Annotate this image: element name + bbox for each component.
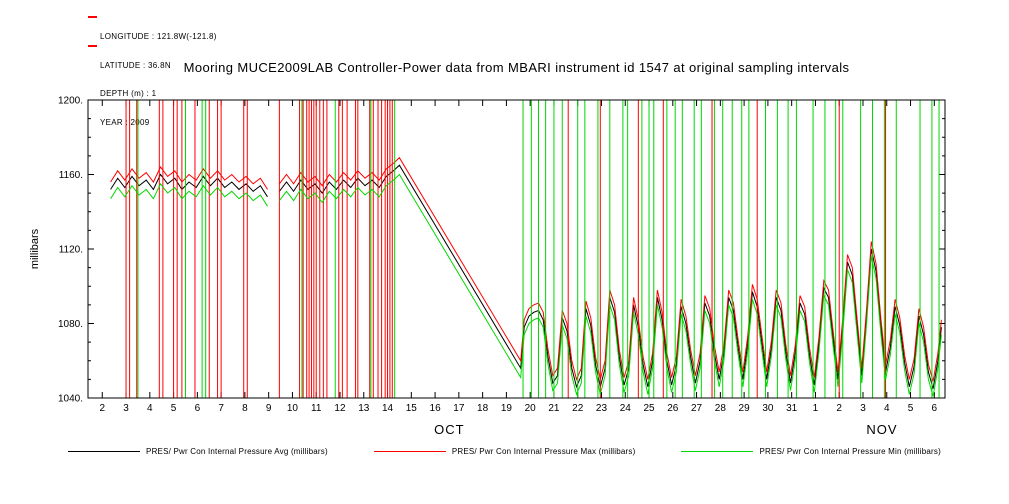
svg-text:3: 3 bbox=[123, 403, 129, 414]
svg-text:22: 22 bbox=[572, 403, 584, 414]
svg-text:30: 30 bbox=[762, 403, 774, 414]
svg-text:14: 14 bbox=[382, 403, 394, 414]
min-line-swatch bbox=[681, 451, 754, 452]
svg-text:20: 20 bbox=[525, 403, 537, 414]
svg-text:6: 6 bbox=[195, 403, 201, 414]
plot-frame bbox=[87, 99, 946, 399]
month-label: OCT bbox=[434, 422, 464, 437]
svg-text:3: 3 bbox=[860, 403, 866, 414]
legend-label-avg: PRES/ Pwr Con Internal Pressure Avg (mil… bbox=[146, 447, 328, 456]
longitude-label: LONGITUDE : 121.8W(-121.8) bbox=[100, 32, 217, 41]
x-axis: 2 3 4 5 6 7 8 9 10 11 12 13 14 15 16 17 18 19 20 21 22 23 24 25… bbox=[99, 100, 938, 414]
legend-label-max: PRES/ Pwr Con Internal Pressure Max (mil… bbox=[451, 447, 636, 456]
avg-line-swatch bbox=[68, 451, 141, 452]
svg-text:6: 6 bbox=[932, 403, 938, 414]
svg-text:7: 7 bbox=[218, 403, 224, 414]
legend-entry-max: PRES/ Pwr Con Internal Pressure Max (mil… bbox=[373, 447, 636, 456]
svg-text:10: 10 bbox=[287, 403, 299, 414]
svg-text:12: 12 bbox=[334, 403, 346, 414]
red-marker bbox=[88, 45, 97, 47]
svg-text:1120.: 1120. bbox=[59, 245, 83, 256]
svg-text:1040.: 1040. bbox=[58, 394, 83, 405]
svg-text:25: 25 bbox=[643, 403, 655, 414]
svg-text:19: 19 bbox=[501, 403, 513, 414]
month-label: NOV bbox=[866, 422, 897, 437]
legend-entry-min: PRES/ Pwr Con Internal Pressure Min (mil… bbox=[681, 447, 941, 456]
depth-label: DEPTH (m) : 1 bbox=[100, 89, 157, 98]
svg-text:1200.: 1200. bbox=[58, 96, 83, 107]
svg-text:18: 18 bbox=[477, 403, 489, 414]
metadata-block: LONGITUDE : 121.8W(-121.8) LATITUDE : 36… bbox=[100, 13, 217, 146]
latitude-label: LATITUDE : 36.8N bbox=[100, 60, 171, 70]
y-axis-title: millibars bbox=[29, 228, 41, 269]
svg-text:29: 29 bbox=[739, 403, 751, 414]
svg-text:28: 28 bbox=[715, 403, 727, 414]
svg-text:5: 5 bbox=[908, 403, 914, 414]
svg-text:11: 11 bbox=[311, 403, 322, 414]
svg-text:1160.: 1160. bbox=[59, 170, 83, 181]
svg-text:27: 27 bbox=[691, 403, 703, 414]
svg-text:1080.: 1080. bbox=[58, 319, 83, 330]
svg-text:24: 24 bbox=[620, 403, 632, 414]
data-line bbox=[110, 173, 942, 397]
svg-text:2: 2 bbox=[836, 403, 842, 414]
svg-text:15: 15 bbox=[406, 403, 418, 414]
year-label: YEAR : 2009 bbox=[100, 117, 150, 127]
svg-text:4: 4 bbox=[147, 403, 153, 414]
legend: PRES/ Pwr Con Internal Pressure Avg (mil… bbox=[0, 447, 1009, 456]
y-axis: 1040. 1080. 1120. 1160. 1200. millibars bbox=[29, 96, 945, 405]
svg-text:26: 26 bbox=[667, 403, 679, 414]
plot-title: Mooring MUCE2009LAB Controller-Power dat… bbox=[183, 60, 850, 75]
svg-text:8: 8 bbox=[242, 403, 248, 414]
max-line-swatch bbox=[373, 451, 446, 452]
month-labels: OCT NOV bbox=[434, 422, 897, 437]
legend-entry-avg: PRES/ Pwr Con Internal Pressure Avg (mil… bbox=[68, 447, 328, 456]
svg-text:16: 16 bbox=[430, 403, 442, 414]
svg-text:23: 23 bbox=[596, 403, 608, 414]
series-1 bbox=[110, 100, 942, 398]
svg-text:2: 2 bbox=[99, 403, 105, 414]
svg-text:9: 9 bbox=[266, 403, 272, 414]
svg-text:4: 4 bbox=[884, 403, 890, 414]
svg-text:1: 1 bbox=[813, 403, 819, 414]
svg-text:31: 31 bbox=[786, 403, 798, 414]
data-line bbox=[110, 156, 942, 382]
svg-text:21: 21 bbox=[548, 403, 560, 414]
legend-label-min: PRES/ Pwr Con Internal Pressure Min (mil… bbox=[759, 447, 941, 456]
series-2 bbox=[110, 100, 942, 398]
svg-text:17: 17 bbox=[453, 403, 465, 414]
red-marker bbox=[88, 16, 97, 18]
svg-text:5: 5 bbox=[171, 403, 177, 414]
svg-text:13: 13 bbox=[358, 403, 370, 414]
